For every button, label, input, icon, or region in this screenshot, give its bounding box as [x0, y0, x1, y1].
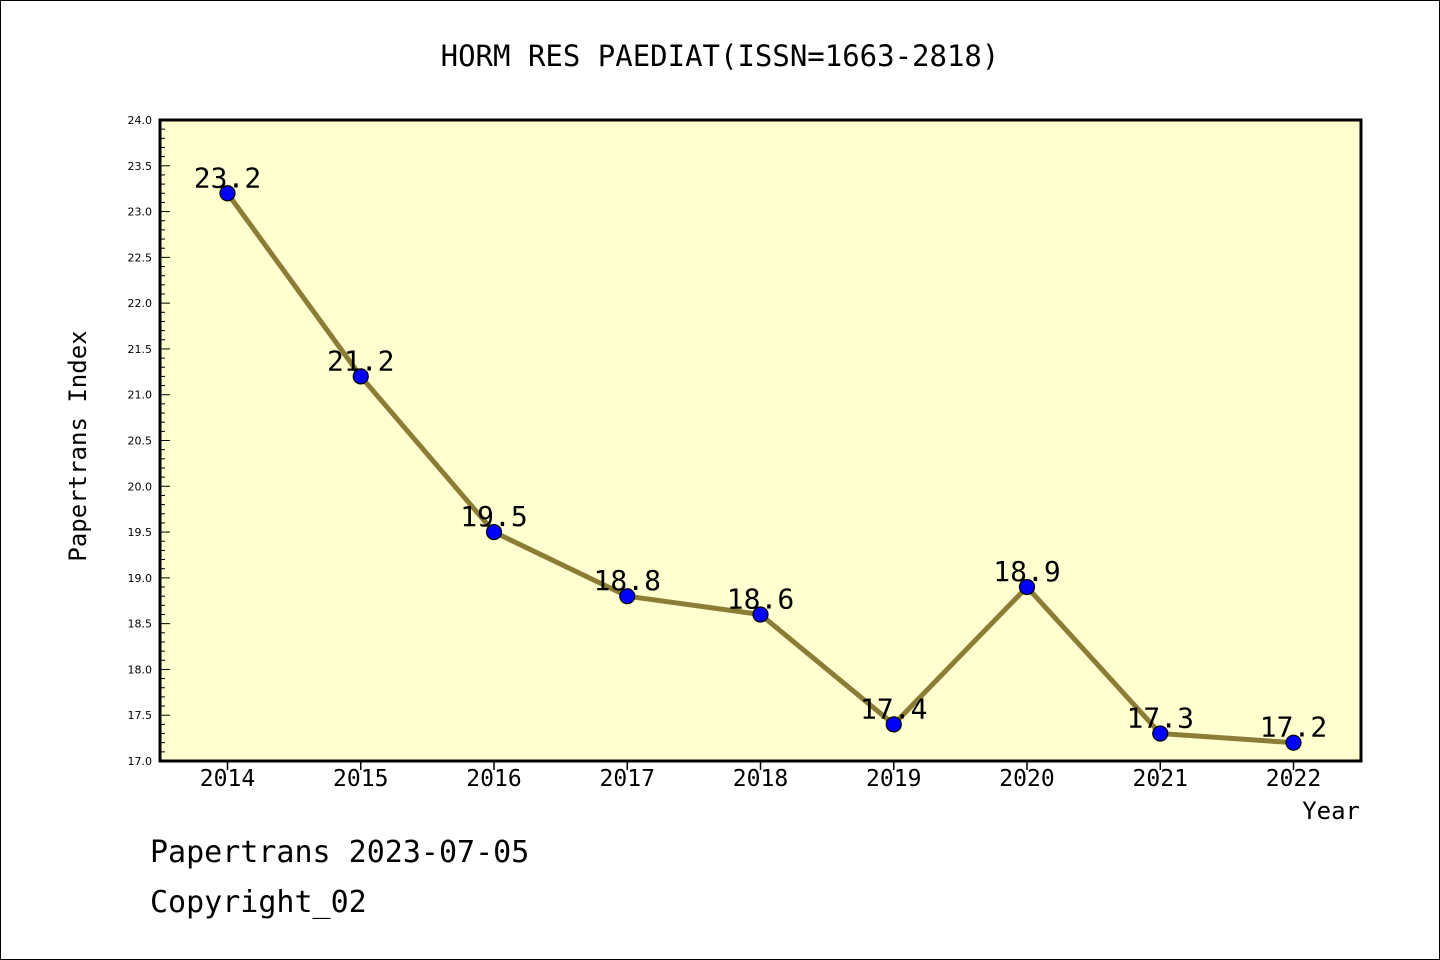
x-tick-label: 2015	[333, 766, 388, 792]
x-tick-label: 2022	[1266, 766, 1321, 792]
y-tick-label: 23.0	[128, 206, 153, 219]
footer-copyright: Copyright_02	[150, 885, 367, 920]
y-tick-label: 24.0	[128, 114, 153, 127]
data-point	[885, 716, 902, 733]
footer-date: Papertrans 2023-07-05	[150, 835, 530, 870]
y-tick-label: 18.5	[128, 618, 153, 631]
y-tick-label: 20.5	[128, 435, 153, 448]
plot-area	[158, 118, 1363, 763]
data-label: 17.3	[1127, 702, 1194, 735]
x-tick-label: 2014	[200, 766, 255, 792]
y-axis-label: Papertrans Index	[64, 330, 92, 561]
x-tick-label: 2018	[733, 766, 788, 792]
series: 23.2 21.2 19.5 18.8 18.6 17.4 18.9 17.3 17.2	[194, 161, 1327, 751]
y-tick-label: 18.0	[128, 663, 153, 676]
data-point	[752, 606, 769, 623]
data-label: 19.5	[460, 500, 527, 533]
y-tick-label: 19.0	[128, 572, 153, 585]
y-axis: 17.0 17.5 18.0 18.5 19.0 19.5 20.0 20.5 21.0 21.5…	[128, 114, 170, 768]
data-label: 21.2	[327, 344, 394, 377]
data-point	[219, 185, 236, 202]
y-tick-label: 22.0	[128, 297, 153, 310]
data-label: 23.2	[194, 161, 261, 194]
y-tick-label: 17.0	[128, 755, 153, 768]
y-tick-label: 22.5	[128, 251, 153, 264]
y-tick-label: 21.0	[128, 389, 153, 402]
data-point	[1018, 578, 1036, 596]
x-tick-label: 2020	[999, 766, 1054, 792]
data-label: 18.9	[993, 555, 1060, 588]
data-label: 17.2	[1260, 711, 1327, 744]
y-tick-label: 17.5	[128, 709, 153, 722]
data-label: 18.6	[727, 582, 794, 615]
x-tick-label: 2021	[1133, 766, 1188, 792]
data-point	[1152, 725, 1169, 742]
x-tick-label: 2017	[600, 766, 655, 792]
data-label: 18.8	[594, 564, 661, 597]
x-axis: 2014 2015 2016 2017 2018 2019 2020 2021 2022	[200, 761, 1321, 792]
x-tick-label: 2019	[866, 766, 921, 792]
x-axis-label: Year	[1302, 797, 1360, 825]
data-point	[352, 368, 369, 385]
y-tick-label: 21.5	[128, 343, 153, 356]
data-label: 17.4	[860, 692, 927, 725]
y-tick-label: 19.5	[128, 526, 153, 539]
x-tick-label: 2016	[466, 766, 521, 792]
data-point	[485, 523, 503, 541]
y-tick-label: 23.5	[128, 160, 153, 173]
data-point	[619, 588, 636, 605]
y-tick-label: 20.0	[128, 480, 153, 493]
data-point	[1285, 734, 1302, 751]
chart-title: HORM RES PAEDIAT(ISSN=1663-2818)	[441, 39, 1000, 73]
